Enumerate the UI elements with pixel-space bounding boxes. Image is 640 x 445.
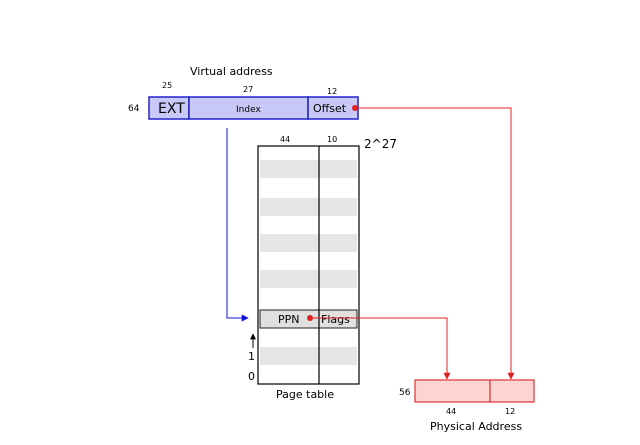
virtual-address-title: Virtual address xyxy=(190,65,273,78)
ext-label: EXT xyxy=(158,101,185,117)
offset-to-physical-arrow xyxy=(355,107,515,380)
physical-ppn-field xyxy=(414,379,491,403)
ppn-to-physical-arrow xyxy=(310,317,451,380)
row-label-1: 1 xyxy=(248,350,255,363)
physical-ppn-bits-label: 44 xyxy=(446,407,456,416)
physical-address-title: Physical Address xyxy=(430,420,522,433)
ppn-label: PPN xyxy=(278,313,300,326)
virtual-width-label: 64 xyxy=(128,104,140,114)
row-label-0: 0 xyxy=(248,370,255,383)
flags-bits-label: 10 xyxy=(327,135,337,144)
page-table-border xyxy=(257,145,360,385)
page-table-title: Page table xyxy=(276,388,334,401)
offset-label: Offset xyxy=(313,102,347,115)
flags-label: Flags xyxy=(321,313,350,326)
index-label: Index xyxy=(236,105,261,115)
physical-address: 56 44 12 Physical Address xyxy=(399,379,535,433)
ext-bits-label: 25 xyxy=(162,81,172,90)
offset-bits-label: 12 xyxy=(327,87,337,96)
page-table: 44 10 2^27 PPN Flags 1 0 Page table xyxy=(248,135,397,401)
physical-offset-bits-label: 12 xyxy=(505,407,515,416)
physical-width-label: 56 xyxy=(399,388,411,398)
page-table-size-label: 2^27 xyxy=(364,137,397,151)
page-table-stripes xyxy=(260,160,357,365)
ppn-bits-label: 44 xyxy=(280,135,290,144)
index-bits-label: 27 xyxy=(243,85,253,94)
physical-offset-field xyxy=(489,379,535,403)
virtual-address: Virtual address 64 25 27 12 EXT Index Of… xyxy=(128,65,359,120)
index-to-entry-arrow xyxy=(226,128,249,322)
